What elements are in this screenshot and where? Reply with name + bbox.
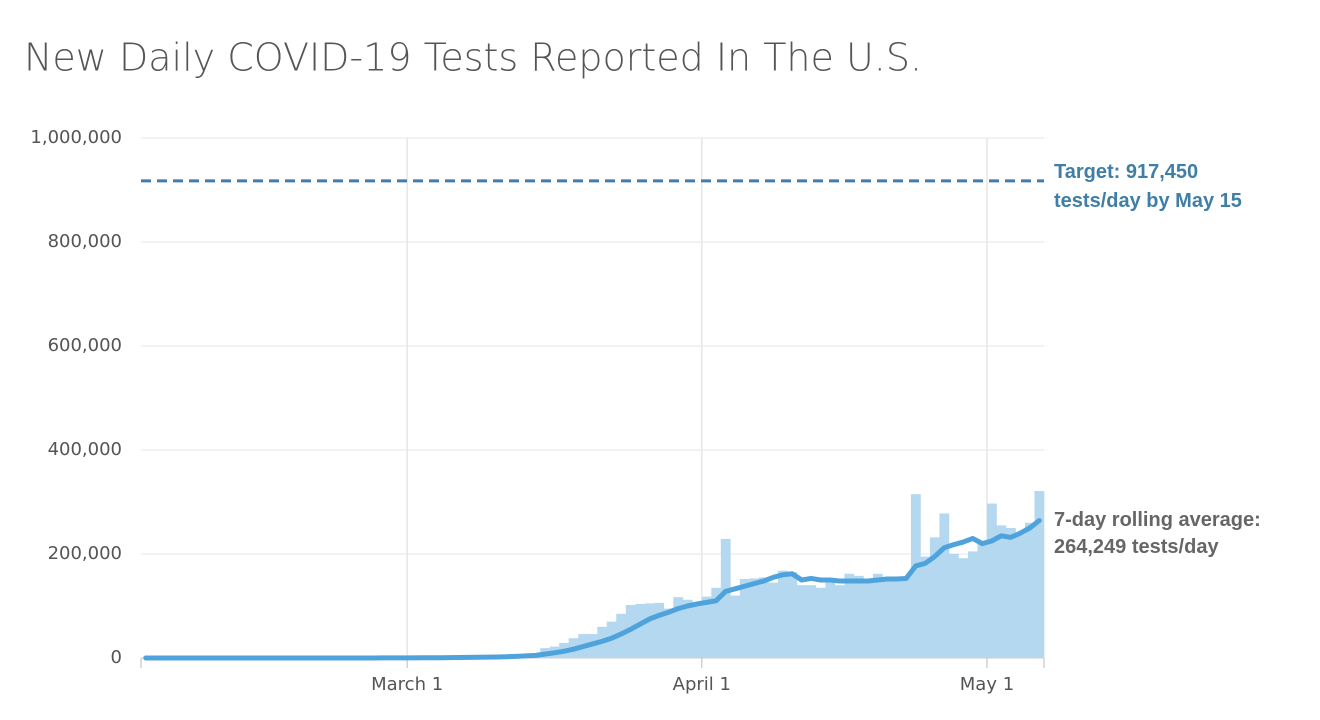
x-tick-label: May 1 — [960, 674, 1014, 695]
bar — [777, 570, 788, 658]
bar — [910, 494, 921, 658]
bar — [682, 599, 693, 658]
bar — [720, 538, 731, 658]
average-annotation: 7-day rolling average: — [1054, 509, 1261, 531]
target-annotation: Target: 917,450 — [1054, 161, 1198, 183]
y-tick-label: 200,000 — [48, 543, 122, 564]
bar — [739, 578, 750, 658]
bar — [711, 587, 722, 658]
bar — [635, 603, 646, 658]
y-tick-label: 400,000 — [48, 439, 122, 460]
bar — [891, 580, 902, 658]
bar — [958, 558, 969, 658]
bar — [834, 585, 845, 658]
bar — [768, 582, 779, 658]
bar — [815, 587, 826, 658]
x-tick-label: March 1 — [371, 674, 443, 695]
y-tick-label: 0 — [111, 647, 122, 668]
bar — [986, 503, 997, 658]
bar — [796, 585, 807, 658]
bar — [692, 603, 703, 658]
bar — [644, 603, 655, 658]
bar — [929, 537, 940, 658]
bar — [806, 585, 817, 658]
y-tick-label: 800,000 — [48, 231, 122, 252]
bar — [948, 554, 959, 658]
target-annotation: tests/day by May 15 — [1054, 190, 1242, 212]
average-annotation: 264,249 tests/day — [1054, 536, 1219, 558]
bar — [1005, 528, 1016, 658]
bar — [654, 602, 665, 658]
bar — [901, 577, 912, 658]
bar — [853, 575, 864, 658]
bar — [673, 597, 684, 658]
chart-title: New Daily COVID-19 Tests Reported In The… — [24, 36, 922, 80]
bar — [977, 541, 988, 658]
bar — [825, 582, 836, 658]
bar — [663, 608, 674, 658]
bar — [749, 578, 760, 658]
bar — [882, 580, 893, 658]
bar — [844, 573, 855, 658]
bar — [1015, 534, 1026, 658]
bar — [758, 577, 769, 658]
bar — [701, 596, 712, 658]
bar — [730, 595, 741, 658]
y-tick-label: 600,000 — [48, 335, 122, 356]
x-tick-label: April 1 — [673, 674, 731, 695]
bar — [939, 513, 950, 658]
bar — [863, 580, 874, 658]
bar — [1024, 522, 1035, 658]
bar — [967, 551, 978, 658]
bar — [996, 525, 1007, 658]
rolling-average-line — [143, 518, 1042, 661]
bar — [787, 572, 798, 658]
bar — [1034, 491, 1045, 658]
y-tick-label: 1,000,000 — [30, 127, 122, 148]
bar — [872, 573, 883, 658]
bar — [920, 556, 931, 658]
